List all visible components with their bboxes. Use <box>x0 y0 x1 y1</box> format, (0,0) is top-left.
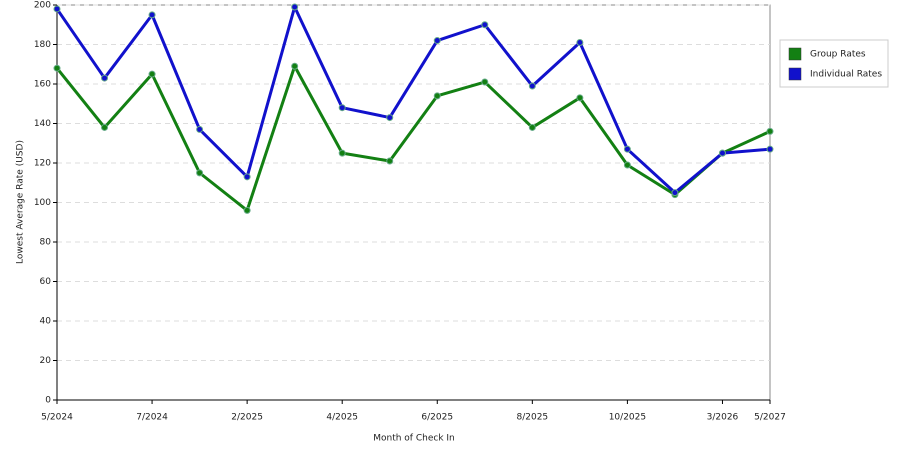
data-point <box>338 104 346 112</box>
x-tick-label: 3/2026 <box>707 413 739 423</box>
y-tick-label: 180 <box>34 40 51 50</box>
x-tick-label: 5/2027 <box>754 413 786 423</box>
y-tick-label: 80 <box>40 238 52 248</box>
data-point <box>433 92 441 100</box>
data-point <box>196 169 204 177</box>
data-point <box>481 21 489 29</box>
data-point <box>148 11 156 19</box>
x-tick-label: 2/2025 <box>231 413 263 423</box>
data-point <box>291 3 299 11</box>
x-tick-label: 5/2024 <box>41 413 73 423</box>
data-point <box>671 189 679 197</box>
data-point <box>576 94 584 102</box>
series-line <box>55 5 771 195</box>
y-tick-label: 0 <box>45 396 51 406</box>
data-point <box>433 37 441 45</box>
data-point <box>528 82 536 90</box>
data-point <box>386 114 394 122</box>
data-point <box>576 39 584 47</box>
y-tick-label: 200 <box>34 1 51 11</box>
x-axis-label: Month of Check In <box>373 434 455 444</box>
data-point <box>101 74 109 82</box>
data-point <box>196 125 204 133</box>
data-point <box>481 78 489 86</box>
y-tick-label: 20 <box>40 356 52 366</box>
legend-label: Individual Rates <box>810 70 882 80</box>
data-point <box>243 173 251 181</box>
data-point <box>101 123 109 131</box>
y-tick-label: 160 <box>34 80 51 90</box>
data-point <box>528 123 536 131</box>
y-tick-label: 140 <box>34 119 51 129</box>
y-tick-label: 120 <box>34 159 51 169</box>
data-point <box>623 145 631 153</box>
legend-swatch <box>788 67 802 81</box>
legend-label: Group Rates <box>810 50 866 60</box>
y-tick-label: 40 <box>40 317 52 327</box>
x-tick-label: 4/2025 <box>326 413 358 423</box>
data-point <box>243 206 251 214</box>
series-line <box>55 64 771 212</box>
x-tick-label: 10/2025 <box>609 413 646 423</box>
data-point <box>718 149 726 157</box>
data-point <box>386 157 394 165</box>
y-tick-label: 60 <box>40 277 52 287</box>
data-point <box>766 145 774 153</box>
y-axis-label: Lowest Average Rate (USD) <box>16 140 26 264</box>
data-point <box>53 5 61 13</box>
x-tick-label: 7/2024 <box>136 413 168 423</box>
data-point <box>53 64 61 72</box>
data-point <box>338 149 346 157</box>
legend-swatch <box>788 47 802 61</box>
data-point <box>766 127 774 135</box>
data-point <box>291 62 299 70</box>
y-tick-label: 100 <box>34 198 51 208</box>
data-point <box>148 70 156 78</box>
x-tick-label: 6/2025 <box>421 413 453 423</box>
x-tick-label: 8/2025 <box>516 413 548 423</box>
data-point <box>623 161 631 169</box>
